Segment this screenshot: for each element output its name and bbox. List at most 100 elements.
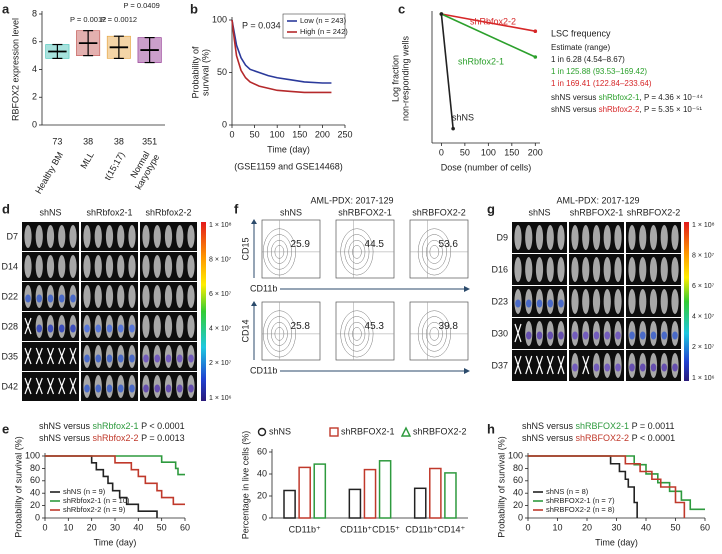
signal	[70, 294, 76, 303]
annotation-part: shRbfox2-2	[599, 105, 640, 114]
legend-marker	[329, 427, 339, 437]
signal	[95, 384, 102, 393]
mouse	[142, 285, 150, 308]
flow-y-label: CD15	[240, 237, 250, 260]
mouse	[535, 225, 544, 250]
annotation-part: shNS versus	[522, 433, 576, 443]
mouse	[535, 257, 544, 282]
panel-title: AML-PDX: 2017-129	[556, 195, 639, 205]
colorbar-label: 1 × 10⁸	[692, 222, 715, 229]
contour	[429, 245, 440, 259]
signal	[84, 384, 90, 393]
mouse	[94, 225, 102, 248]
signal	[188, 354, 194, 363]
bar	[313, 463, 327, 519]
annotation: shNS versus shRbfox2-2, P = 5.35 × 10⁻⁵¹	[551, 105, 702, 114]
table-header: Estimate (range)	[551, 43, 610, 52]
signal	[58, 324, 65, 333]
y-tick-label: 4	[32, 64, 37, 74]
signal	[117, 354, 124, 363]
y-tick-label: 40	[30, 488, 40, 498]
panel-letter: a	[2, 1, 10, 16]
legend-label: High (n = 242)	[300, 27, 348, 36]
line-label: shRbfox2-1	[458, 56, 504, 66]
series-line	[231, 19, 332, 84]
mouse	[546, 257, 554, 282]
row-label: D28	[1, 321, 18, 331]
survival-curve	[528, 455, 705, 511]
y-tick-label: 60	[30, 475, 40, 485]
point	[533, 55, 538, 59]
signal	[572, 331, 578, 340]
signal	[36, 324, 43, 333]
series-line	[231, 19, 332, 94]
signal	[188, 384, 194, 393]
annotation-part: shRBFOX2-2	[576, 433, 630, 443]
mouse	[35, 225, 43, 248]
signal	[593, 331, 600, 340]
dead-mark	[525, 355, 533, 375]
x-tick-label: 0	[525, 522, 530, 532]
mouse	[46, 225, 55, 248]
x-tick-label: 250	[337, 129, 352, 139]
colorbar-label: 2 × 10⁷	[692, 344, 715, 351]
mouse	[525, 257, 533, 282]
mouse	[187, 255, 195, 278]
mouse	[546, 225, 554, 250]
annotation: shNS versus shRBFOX2-1 P = 0.0011	[522, 421, 675, 431]
mouse	[164, 255, 173, 278]
mouse	[603, 225, 611, 250]
signal	[47, 324, 54, 333]
p-value: P = 0.034	[242, 20, 281, 30]
table-row: 1 in 169.41 (122.84–233.64)	[551, 79, 652, 88]
x-tick-label: 30	[110, 522, 120, 532]
contour	[417, 228, 451, 276]
y-tick-label: 80	[30, 463, 40, 473]
legend-marker	[400, 426, 412, 437]
x-tick-label: 100	[270, 129, 285, 139]
x-tick-label: 10	[63, 522, 73, 532]
mouse	[639, 225, 647, 250]
contour	[425, 322, 443, 346]
mouse	[153, 285, 161, 308]
y-tick-label: 100	[212, 14, 227, 24]
y-tick-label: 20	[513, 500, 523, 510]
flow-x-label: CD11b	[250, 365, 277, 375]
mouse	[24, 225, 32, 248]
flow-x-label: CD11b	[250, 283, 277, 293]
contour	[352, 327, 362, 341]
panel-letter: e	[2, 421, 9, 436]
column-header: shNS	[280, 207, 302, 217]
annotation-part: P = 0.0013	[139, 433, 185, 443]
mouse	[671, 257, 679, 282]
dead-mark	[58, 377, 66, 395]
contour	[274, 327, 285, 341]
mouse	[24, 255, 32, 278]
panel-letter: h	[487, 421, 495, 436]
contour	[352, 245, 362, 259]
mouse	[592, 225, 601, 250]
y-tick-label: 0	[32, 119, 37, 129]
panel-letter: f	[234, 201, 239, 216]
y-tick-label: 100	[25, 450, 40, 460]
mouse	[83, 255, 91, 278]
mouse	[671, 225, 679, 250]
series-line	[441, 13, 536, 58]
x-tick-label: 10	[552, 522, 562, 532]
y-tick-label: 60	[513, 475, 523, 485]
y-tick-label: 6	[32, 36, 37, 46]
category-label: Normal karyotype	[125, 148, 162, 192]
mouse	[660, 225, 668, 250]
x-tick-label: 150	[504, 147, 519, 157]
signal	[117, 324, 124, 333]
signal	[593, 363, 600, 372]
signal	[547, 299, 554, 308]
dead-mark	[557, 355, 565, 375]
dead-mark	[46, 347, 55, 365]
mouse	[639, 289, 647, 314]
signal	[95, 354, 102, 363]
annotation: shNS versus shRbfox2-1, P = 4.36 × 10⁻⁴⁴	[551, 93, 704, 102]
legend-label: shNS	[269, 426, 291, 436]
dead-mark	[69, 377, 77, 395]
legend-label: shRbfox2-2 (n = 9)	[63, 505, 126, 514]
